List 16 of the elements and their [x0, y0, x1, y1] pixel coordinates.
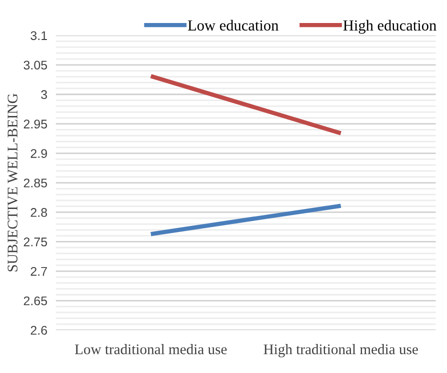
y-tick-label: 3.1: [30, 31, 47, 40]
y-tick-label: 2.95: [24, 120, 48, 128]
y-tick-label: 2.8: [30, 208, 47, 217]
y-tick-label: 2.9: [30, 149, 47, 158]
y-tick-label: 2.7: [30, 266, 47, 276]
y-axis-title: SUBJECTIVE WELL-BEING: [8, 94, 18, 272]
y-tick-label: 2.75: [24, 238, 48, 246]
y-tick-label: 3: [41, 90, 47, 100]
x-tick-label: High traditional media use: [264, 344, 418, 358]
y-tick-label: 2.6: [30, 326, 47, 335]
y-tick-label: 3.05: [24, 60, 48, 70]
legend-label: High education: [343, 20, 436, 34]
y-tick-label: 2.85: [24, 178, 48, 188]
legend-label: Low education: [188, 20, 278, 31]
x-tick-label: Low traditional media use: [74, 344, 227, 354]
y-tick-label: 2.65: [24, 296, 48, 306]
